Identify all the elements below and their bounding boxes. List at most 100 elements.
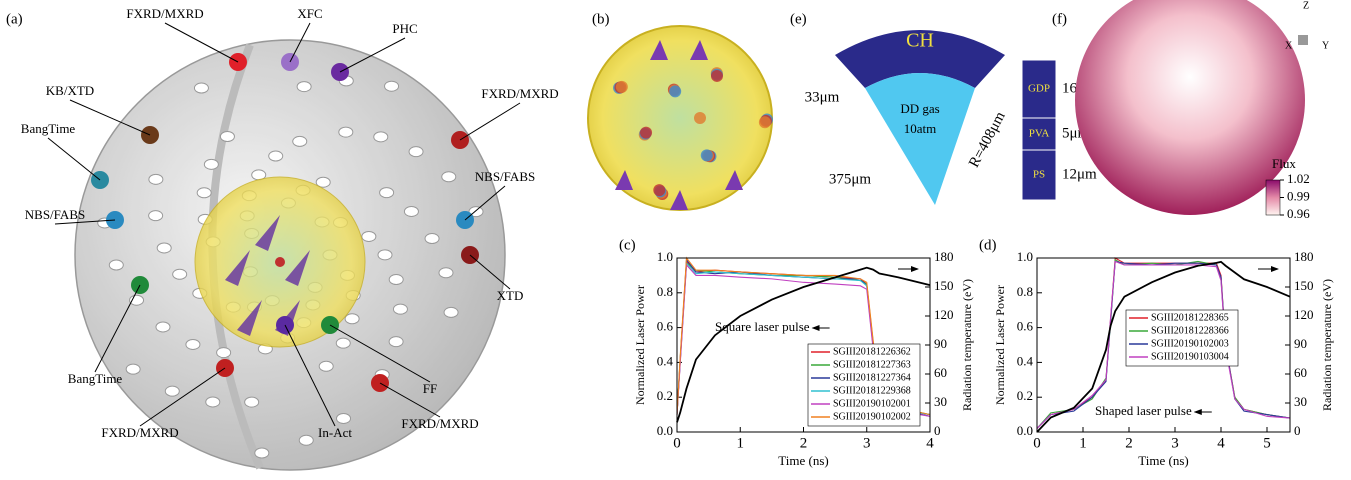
panel-label: (d) — [979, 237, 997, 253]
y-axis-title: Normalized Laser Power — [993, 285, 1007, 405]
port-hole — [444, 307, 458, 317]
y-tick-label: 0.4 — [1017, 353, 1034, 368]
port-hole — [206, 397, 220, 407]
legend-label: SGIII20181229368 — [833, 385, 911, 396]
detector-label: BangTime — [68, 371, 123, 386]
x-tick-label: 1 — [737, 435, 745, 451]
port-hole — [217, 348, 231, 358]
panel-label: (c) — [619, 237, 636, 253]
port-hole — [157, 243, 171, 253]
port-hole — [439, 268, 453, 278]
annotation: Shaped laser pulse — [1095, 403, 1192, 418]
port-hole — [245, 397, 259, 407]
y-tick-label: 1.0 — [1017, 249, 1033, 264]
y2-tick-label: 60 — [934, 365, 947, 380]
colorbar-tick-label: 0.99 — [1287, 188, 1310, 203]
port-hole — [409, 147, 423, 157]
port-hole — [374, 132, 388, 142]
detector-label: PHC — [392, 21, 417, 36]
legend-label: SGIII20190102002 — [833, 411, 911, 422]
dim-label: 33μm — [805, 89, 840, 105]
coating-name: GDP — [1028, 83, 1050, 95]
dim-label: R=408μm — [966, 109, 1009, 170]
port-hole — [293, 136, 307, 146]
port-hole — [389, 337, 403, 347]
y2-tick-label: 150 — [1294, 278, 1314, 293]
y-tick-label: 0.8 — [1017, 284, 1033, 299]
legend-label: SGIII20181227364 — [833, 372, 911, 383]
y-tick-label: 0.2 — [657, 388, 673, 403]
port-b — [711, 70, 723, 82]
y2-tick-label: 0 — [1294, 423, 1301, 438]
detector-label: In-Act — [318, 425, 352, 440]
port-hole — [186, 339, 200, 349]
port-hole — [109, 260, 123, 270]
detector-label: NBS/FABS — [25, 207, 85, 222]
port-hole — [404, 206, 418, 216]
port-hole — [362, 231, 376, 241]
port-b — [640, 127, 652, 139]
leader-line — [48, 138, 100, 180]
port-hole — [378, 250, 392, 260]
y-tick-label: 0.2 — [1017, 388, 1033, 403]
x-axis-title: Time (ns) — [1138, 453, 1188, 468]
panel-label: (b) — [592, 11, 610, 27]
port-b — [616, 81, 628, 93]
legend-label: SGIII20190102001 — [833, 398, 911, 409]
legend-label: SGIII20181228365 — [1151, 312, 1229, 323]
shell-label: CH — [906, 30, 934, 52]
port-hole — [337, 413, 351, 423]
y2-tick-label: 30 — [1294, 394, 1307, 409]
detector-label: NBS/FABS — [475, 169, 535, 184]
port-b — [701, 149, 713, 161]
y-tick-label: 0.8 — [657, 284, 673, 299]
axis-triad-label: X — [1285, 40, 1293, 51]
port-b — [694, 112, 706, 124]
y2-tick-label: 30 — [934, 394, 947, 409]
colorbar-tick-label: 1.02 — [1287, 171, 1310, 186]
detector-label: FXRD/MXRD — [401, 416, 478, 431]
port-b — [669, 85, 681, 97]
detector-label: FXRD/MXRD — [101, 425, 178, 440]
y2-tick-label: 120 — [1294, 307, 1314, 322]
legend-label: SGIII20181226362 — [833, 346, 911, 357]
port-hole — [385, 81, 399, 91]
y-tick-label: 0.6 — [1017, 319, 1034, 334]
port-hole — [197, 188, 211, 198]
port-hole — [194, 83, 208, 93]
y2-tick-label: 90 — [1294, 336, 1307, 351]
port-hole — [319, 361, 333, 371]
port-hole — [156, 322, 170, 332]
x-tick-label: 1 — [1079, 435, 1087, 451]
target-center — [275, 257, 285, 267]
x-tick-label: 5 — [1263, 435, 1271, 451]
port-hole — [380, 188, 394, 198]
detector-label: BangTime — [21, 121, 76, 136]
port-hole — [297, 82, 311, 92]
axis-triad-label: Z — [1303, 0, 1309, 11]
port-hole — [255, 448, 269, 458]
y-axis-title: Normalized Laser Power — [633, 285, 647, 405]
colorbar — [1266, 180, 1280, 215]
legend-label: SGIII20190103004 — [1151, 351, 1229, 362]
detector-label: FXRD/MXRD — [481, 86, 558, 101]
y2-tick-label: 180 — [1294, 249, 1314, 264]
y2-tick-label: 150 — [934, 278, 954, 293]
y-tick-label: 0.0 — [657, 423, 673, 438]
detector-label: XTD — [497, 288, 524, 303]
port-hole — [220, 132, 234, 142]
port-hole — [165, 386, 179, 396]
y2-tick-label: 60 — [1294, 365, 1307, 380]
port-hole — [126, 364, 140, 374]
port-hole — [269, 151, 283, 161]
pressure-label: 10atm — [904, 121, 937, 136]
legend-label: SGIII20181228366 — [1151, 325, 1229, 336]
x-tick-label: 2 — [800, 435, 808, 451]
port-hole — [345, 314, 359, 324]
port-hole — [204, 159, 218, 169]
port-hole — [442, 172, 456, 182]
port-hole — [339, 127, 353, 137]
port-b — [653, 184, 665, 196]
detector-label: FF — [423, 381, 437, 396]
x-tick-label: 3 — [1171, 435, 1179, 451]
